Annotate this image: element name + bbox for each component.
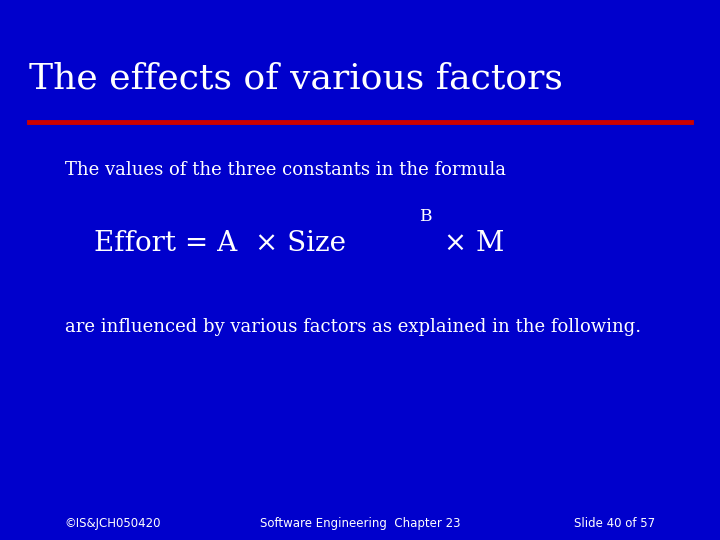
Text: Slide 40 of 57: Slide 40 of 57 (574, 517, 655, 530)
Text: The effects of various factors: The effects of various factors (29, 62, 562, 95)
Text: The values of the three constants in the formula: The values of the three constants in the… (65, 161, 505, 179)
Text: B: B (419, 208, 431, 225)
Text: are influenced by various factors as explained in the following.: are influenced by various factors as exp… (65, 318, 641, 336)
Text: ©IS&JCH050420: ©IS&JCH050420 (65, 517, 161, 530)
Text: Software Engineering  Chapter 23: Software Engineering Chapter 23 (260, 517, 460, 530)
Text: Effort = A  × Size: Effort = A × Size (94, 230, 346, 257)
Text: × M: × M (435, 230, 504, 257)
